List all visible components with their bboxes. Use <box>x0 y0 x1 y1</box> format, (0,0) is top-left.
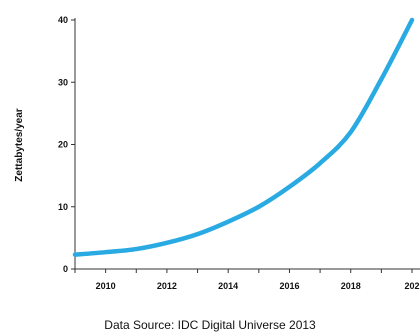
x-tick-label-2010: 2010 <box>96 281 116 291</box>
data-point-2020 <box>410 18 414 22</box>
x-tick-label-2014: 2014 <box>218 281 238 291</box>
series-layer <box>72 17 415 257</box>
data-point-2010 <box>104 250 108 254</box>
y-tick-label-40: 40 <box>58 15 68 25</box>
data-point-2012 <box>165 241 169 245</box>
x-tick-label-2020: 202 <box>404 281 419 291</box>
data-point-2018 <box>349 130 353 134</box>
series-line-0 <box>72 17 415 257</box>
data-point-2019 <box>379 77 383 81</box>
data-point-2016 <box>287 185 291 189</box>
y-axis-ticks: 0 10 20 30 40 <box>58 15 75 274</box>
x-axis-ticks: 2010 2012 2014 2016 2018 202 <box>74 269 420 291</box>
data-point-2009 <box>73 253 77 257</box>
chart-axes <box>74 18 420 270</box>
y-axis-label: Zettabytes/year <box>14 108 25 181</box>
y-tick-label-30: 30 <box>58 77 68 87</box>
data-point-2017 <box>318 161 322 165</box>
data-point-2015 <box>257 205 261 209</box>
data-source-note: Data Source: IDC Digital Universe 2013 <box>104 318 316 332</box>
y-tick-label-20: 20 <box>58 140 68 150</box>
data-point-2011 <box>134 247 138 251</box>
data-point-2014 <box>226 220 230 224</box>
data-point-2013 <box>196 232 200 236</box>
x-tick-label-2012: 2012 <box>157 281 177 291</box>
y-tick-label-0: 0 <box>63 264 68 274</box>
x-tick-label-2018: 2018 <box>341 281 361 291</box>
y-tick-label-10: 10 <box>58 202 68 212</box>
x-tick-label-2016: 2016 <box>279 281 299 291</box>
